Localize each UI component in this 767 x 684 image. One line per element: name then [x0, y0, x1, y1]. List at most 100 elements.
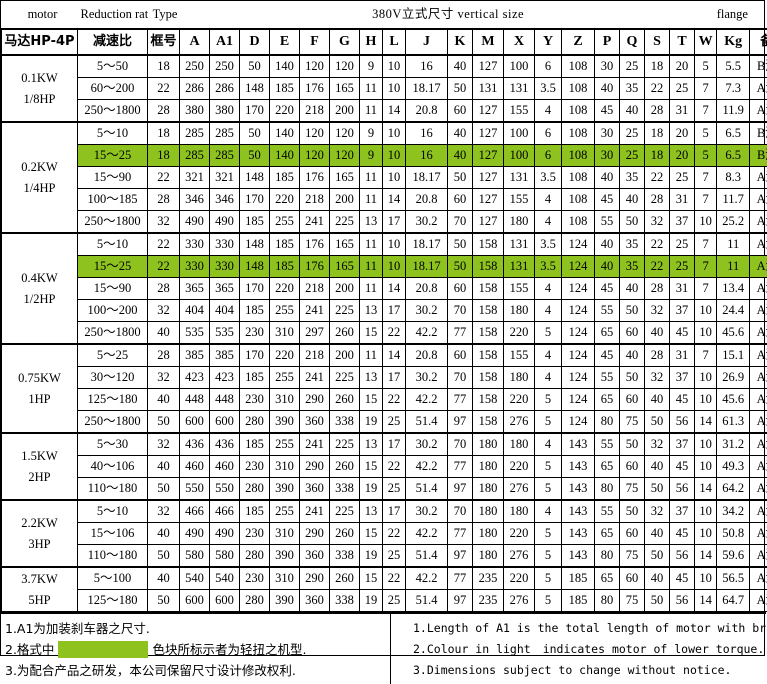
cell-t: 25: [670, 233, 695, 256]
cell-g: 260: [330, 322, 360, 345]
cell-g: 260: [330, 567, 360, 590]
cell-g: 338: [330, 590, 360, 612]
cell-y: 4: [535, 500, 562, 523]
cell-y: 5: [535, 389, 562, 411]
cell-s: 28: [645, 189, 670, 211]
cell-kg: 24.4: [717, 300, 750, 322]
cell-y: 5: [535, 567, 562, 590]
cell-frame: 50: [148, 545, 180, 568]
cell-y: 3.5: [535, 78, 562, 100]
cell-a: 580: [180, 545, 210, 568]
cell-h: 9: [360, 145, 383, 167]
col-header-y: Y: [535, 29, 562, 55]
motor-hp: 1HP: [2, 389, 77, 410]
cell-s: 18: [645, 55, 670, 78]
cell-frame: 28: [148, 278, 180, 300]
cell-q: 75: [620, 411, 645, 434]
cell-d: 170: [240, 344, 270, 367]
cell-z: 124: [562, 411, 595, 434]
cell-kg: 11.7: [717, 189, 750, 211]
cell-j: 18.17: [406, 256, 448, 278]
cell-g: 225: [330, 367, 360, 389]
cell-d: 185: [240, 300, 270, 322]
cell-h: 13: [360, 500, 383, 523]
motor-hp: 1/8HP: [2, 89, 77, 110]
cell-x: 220: [504, 456, 535, 478]
cell-kg: 34.2: [717, 500, 750, 523]
cell-frame: 32: [148, 211, 180, 234]
col-header-t: T: [670, 29, 695, 55]
cell-x: 180: [504, 300, 535, 322]
cell-h: 11: [360, 278, 383, 300]
cell-h: 15: [360, 567, 383, 590]
cell-frame: 22: [148, 78, 180, 100]
cell-ratio: 250～1800: [78, 322, 148, 345]
cell-t: 25: [670, 167, 695, 189]
cell-f: 176: [300, 78, 330, 100]
cell-p: 55: [595, 300, 620, 322]
banner-flange-label: flange: [717, 1, 750, 29]
cell-kg: 11.9: [717, 100, 750, 123]
cell-a1: 535: [210, 322, 240, 345]
cell-e: 255: [270, 433, 300, 456]
col-header-h: H: [360, 29, 383, 55]
cell-m: 158: [473, 256, 504, 278]
cell-g: 165: [330, 233, 360, 256]
cell-p: 80: [595, 590, 620, 612]
cell-y: 4: [535, 211, 562, 234]
cell-t: 45: [670, 456, 695, 478]
cell-d: 280: [240, 411, 270, 434]
cell-remark: A法兰: [750, 211, 767, 234]
cell-q: 40: [620, 100, 645, 123]
cell-t: 37: [670, 367, 695, 389]
cell-m: 180: [473, 523, 504, 545]
spec-sheet: motor Reduction ratio Type 380V立式尺寸 vert…: [0, 0, 765, 656]
cell-a1: 580: [210, 545, 240, 568]
cell-l: 25: [383, 545, 406, 568]
col-header-kg: Kg: [717, 29, 750, 55]
cell-k: 60: [448, 278, 473, 300]
cell-p: 65: [595, 456, 620, 478]
cell-s: 22: [645, 256, 670, 278]
cell-q: 75: [620, 545, 645, 568]
cell-remark: A法兰: [750, 300, 767, 322]
cell-p: 80: [595, 411, 620, 434]
note-text: 2.格式中: [5, 639, 54, 660]
cell-p: 45: [595, 344, 620, 367]
cell-y: 5: [535, 523, 562, 545]
cell-p: 45: [595, 189, 620, 211]
cell-m: 158: [473, 389, 504, 411]
cell-q: 25: [620, 55, 645, 78]
cell-remark: A法兰: [750, 523, 767, 545]
cell-g: 120: [330, 145, 360, 167]
col-header-e: E: [270, 29, 300, 55]
cell-k: 97: [448, 411, 473, 434]
cell-g: 260: [330, 523, 360, 545]
cell-remark: A法兰: [750, 278, 767, 300]
cell-a1: 380: [210, 100, 240, 123]
cell-t: 25: [670, 78, 695, 100]
col-header-g: G: [330, 29, 360, 55]
cell-ratio: 110～180: [78, 478, 148, 501]
cell-f: 176: [300, 167, 330, 189]
col-header-a1: A1: [210, 29, 240, 55]
cell-ratio: 5～10: [78, 500, 148, 523]
cell-l: 22: [383, 456, 406, 478]
col-header-f: F: [300, 29, 330, 55]
cell-d: 280: [240, 545, 270, 568]
cell-kg: 50.8: [717, 523, 750, 545]
cell-d: 280: [240, 590, 270, 612]
cell-w: 10: [695, 367, 717, 389]
cell-s: 32: [645, 300, 670, 322]
cell-e: 310: [270, 389, 300, 411]
cell-kg: 49.3: [717, 456, 750, 478]
cell-frame: 50: [148, 590, 180, 612]
cell-e: 310: [270, 523, 300, 545]
cell-s: 50: [645, 411, 670, 434]
